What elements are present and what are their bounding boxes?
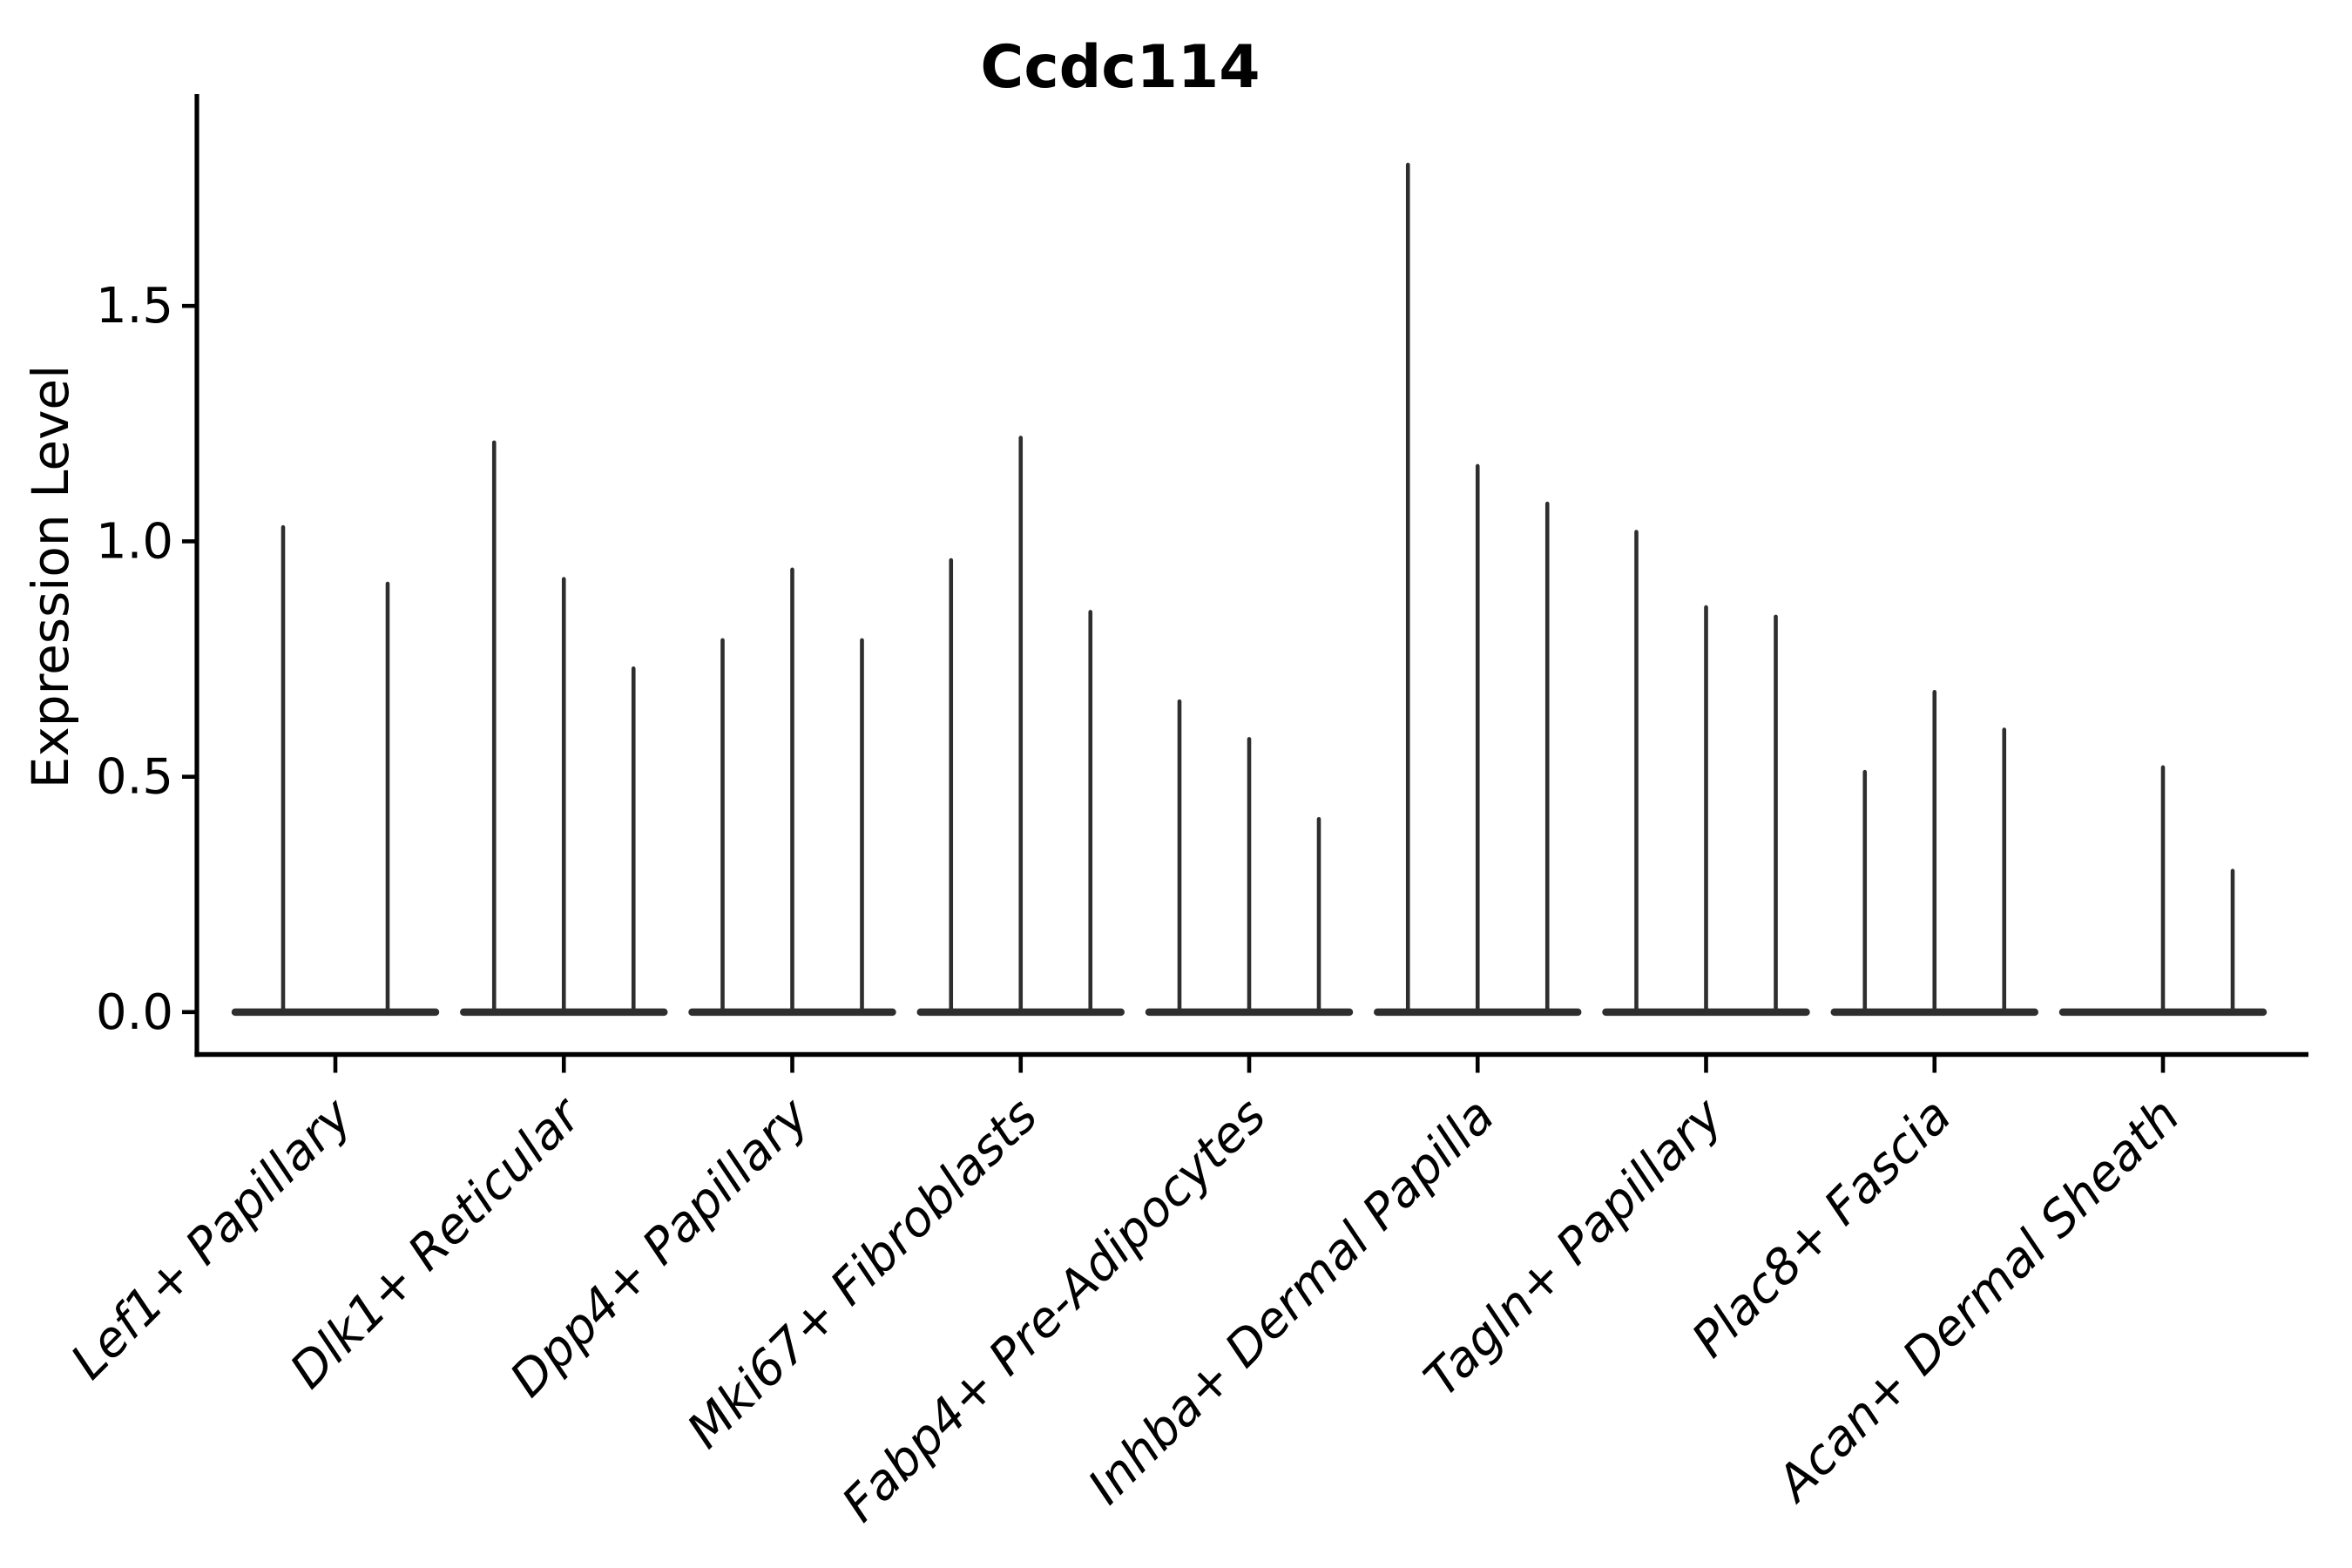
chart-title: Ccdc114: [980, 33, 1260, 102]
violins-layer: [231, 162, 2268, 1017]
y-tick-label: 1.5: [96, 278, 173, 335]
y-axis-label: Expression Level: [21, 365, 80, 788]
axes-layer: [194, 94, 2308, 1058]
y-ticks-layer: 0.0 0.5 1.0 1.5: [96, 278, 197, 1041]
y-tick-label: 1.0: [96, 513, 173, 570]
x-tick-label: Acan+ Dermal Sheath: [1765, 1087, 2191, 1513]
x-tick-label: Fabp4+ Pre-Adipocytes: [832, 1087, 1277, 1532]
y-tick-label: 0.0: [96, 984, 173, 1041]
x-tick-label: Inhba+ Dermal Papilla: [1078, 1087, 1505, 1515]
y-tick-label: 0.5: [96, 749, 173, 806]
